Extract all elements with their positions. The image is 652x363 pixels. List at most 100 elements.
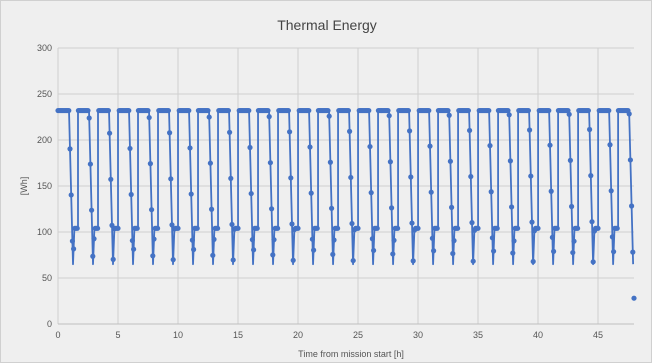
data-point — [487, 143, 493, 149]
data-point — [69, 238, 75, 244]
data-point — [507, 158, 513, 164]
data-point — [369, 236, 375, 242]
data-point — [587, 126, 593, 133]
data-point — [405, 107, 411, 114]
data-point — [546, 107, 552, 114]
data-point — [626, 111, 632, 117]
data-point — [569, 203, 575, 210]
data-point — [426, 107, 432, 114]
data-point — [131, 246, 137, 252]
x-tick-label: 15 — [233, 330, 243, 340]
data-point — [326, 113, 332, 119]
data-point — [570, 249, 576, 256]
data-point — [585, 107, 592, 114]
x-tick-label: 0 — [55, 330, 60, 340]
data-point — [145, 107, 151, 114]
data-point — [150, 253, 156, 259]
data-point — [449, 204, 455, 210]
data-point — [588, 173, 594, 179]
data-point — [366, 107, 372, 114]
data-point — [408, 174, 414, 180]
data-point — [590, 259, 596, 265]
data-point — [451, 238, 457, 244]
data-point — [327, 159, 333, 165]
x-tick-label: 30 — [413, 330, 423, 340]
data-point — [350, 257, 356, 264]
data-point — [189, 237, 195, 243]
data-point — [89, 207, 95, 213]
data-point — [608, 188, 614, 194]
data-point — [307, 144, 313, 150]
data-point — [627, 157, 634, 163]
data-point — [95, 225, 101, 231]
data-point — [527, 127, 533, 133]
data-point — [110, 256, 116, 262]
data-point — [549, 234, 556, 240]
data-point — [147, 161, 153, 167]
series-group — [55, 107, 637, 301]
data-point — [270, 252, 276, 258]
data-point — [607, 142, 613, 148]
data-point — [287, 129, 293, 135]
data-point — [407, 128, 413, 134]
data-point — [85, 107, 91, 114]
data-point — [68, 192, 74, 198]
data-point — [187, 145, 193, 151]
data-point — [210, 252, 216, 258]
data-point — [230, 257, 236, 263]
x-tick-label: 10 — [173, 330, 183, 340]
data-point — [266, 114, 272, 120]
data-point — [134, 225, 140, 231]
data-point — [309, 236, 315, 242]
data-point — [205, 107, 211, 114]
data-point — [169, 222, 175, 228]
data-point — [385, 107, 391, 114]
data-point — [505, 107, 511, 114]
y-tick-label: 150 — [37, 181, 52, 191]
y-tick-label: 200 — [37, 135, 52, 145]
data-point — [168, 176, 174, 182]
data-point — [271, 237, 277, 243]
data-point — [535, 225, 541, 231]
data-point — [269, 206, 275, 212]
data-point — [494, 225, 500, 231]
data-point — [267, 160, 273, 166]
data-point — [115, 225, 121, 231]
x-tick-label: 45 — [593, 330, 603, 340]
data-point — [429, 235, 435, 241]
y-tick-label: 50 — [42, 273, 52, 283]
data-point — [251, 247, 257, 253]
data-point — [249, 237, 255, 243]
data-point — [566, 111, 572, 117]
data-point — [606, 107, 612, 114]
x-tick-label: 40 — [533, 330, 543, 340]
data-point — [335, 225, 341, 231]
data-point — [314, 225, 320, 231]
data-point — [525, 107, 532, 114]
data-point — [345, 107, 351, 114]
y-tick-label: 0 — [47, 319, 52, 329]
data-point — [149, 207, 155, 213]
data-point — [589, 219, 595, 225]
data-point — [329, 205, 335, 211]
data-point — [450, 250, 456, 257]
data-point — [554, 225, 560, 231]
data-point — [509, 204, 515, 210]
data-point — [386, 113, 392, 119]
data-point — [506, 112, 512, 118]
data-point — [609, 234, 616, 240]
data-point — [368, 190, 374, 196]
data-point — [387, 159, 393, 165]
series-line — [58, 109, 635, 266]
data-point — [528, 173, 534, 179]
data-point — [468, 173, 474, 180]
data-point — [108, 176, 114, 182]
data-point — [207, 160, 213, 166]
data-point — [529, 219, 535, 225]
data-point — [349, 220, 355, 227]
data-point — [87, 161, 93, 167]
data-point — [446, 112, 452, 118]
data-point — [175, 225, 181, 231]
data-point — [489, 235, 495, 241]
data-point — [595, 225, 601, 231]
